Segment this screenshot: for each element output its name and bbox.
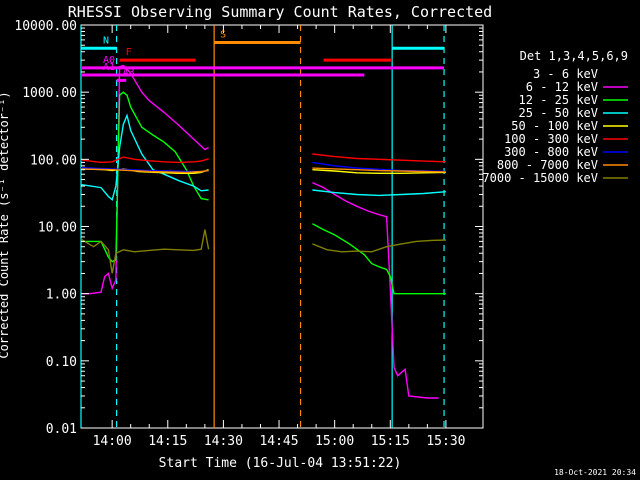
series-line-3-6-kev	[80, 142, 209, 225]
x-tick-label: 15:00	[315, 434, 354, 449]
legend-title: Det 1,3,4,5,6,9	[520, 49, 628, 63]
series-line-800-7000-kev	[312, 167, 446, 173]
legend-label-6-12-kev: 6 - 12 keV	[526, 80, 598, 94]
y-tick-label: 0.01	[46, 422, 77, 437]
flag-label-a3: A3	[123, 67, 135, 78]
legend-label-12-25-kev: 12 - 25 keV	[519, 93, 598, 107]
x-tick-label: 14:00	[93, 434, 132, 449]
legend-label-100-300-kev: 100 - 300 keV	[504, 132, 598, 146]
legend-label-3-6-kev: 3 - 6 keV	[533, 67, 598, 81]
y-tick-label: 10000.00	[14, 19, 77, 34]
x-tick-label: 15:15	[371, 434, 410, 449]
legend-label-800-7000-kev: 800 - 7000 keV	[497, 158, 598, 172]
legend-label-25-50-kev: 25 - 50 keV	[519, 106, 598, 120]
data-series	[80, 64, 446, 399]
x-axis-label: Start Time (16-Jul-04 13:51:22)	[159, 456, 402, 471]
series-line-6-12-kev	[81, 64, 209, 295]
generation-timestamp: 18-Oct-2021 20:34	[554, 468, 636, 477]
legend-label-50-100-kev: 50 - 100 keV	[511, 119, 598, 133]
y-tick-label: 0.10	[46, 355, 77, 370]
series-line-12-25-kev	[81, 91, 209, 263]
flag-vertical-lines	[80, 25, 445, 428]
series-line-100-300-kev	[80, 156, 209, 164]
series-line-25-50-kev	[312, 189, 446, 197]
series-line-100-300-kev	[312, 153, 446, 163]
plot-area: 14:00 14:15 14:30 14:45 15:00 15:15 15:30 10000…	[14, 19, 484, 449]
axis-ticks: 14:00 14:15 14:30 14:45 15:00 15:15 15:30 10000…	[14, 19, 483, 449]
x-tick-label: 14:30	[204, 434, 243, 449]
series-line-800-7000-kev	[80, 168, 209, 174]
plot-frame	[80, 24, 484, 429]
series-line-7000-15000-kev	[80, 229, 210, 274]
flag-label-a1: A1	[103, 62, 115, 73]
chart-title: RHESSI Observing Summary Count Rates, Co…	[68, 3, 492, 21]
flag-label-s: S	[220, 29, 226, 40]
y-tick-label: 1000.00	[22, 86, 77, 101]
y-tick-label: 100.00	[30, 153, 77, 168]
y-tick-label: 10.00	[38, 221, 77, 236]
series-line-6-12-kev	[312, 181, 439, 399]
x-tick-label: 14:15	[148, 434, 187, 449]
legend-label-300-800-kev: 300 - 800 keV	[504, 145, 598, 159]
x-tick-label: 15:30	[426, 434, 465, 449]
flag-label-f: F	[126, 47, 132, 58]
x-tick-label: 14:45	[259, 434, 298, 449]
flag-label-n: N	[103, 35, 109, 46]
y-axis-label: Corrected Count Rate (s⁻¹ detector⁻¹)	[0, 91, 11, 358]
legend-label-7000-15000-kev: 7000 - 15000 keV	[482, 171, 598, 185]
flag-bars	[81, 40, 445, 82]
series-line-12-25-kev	[312, 223, 446, 295]
flag-label-a0: A0	[103, 55, 115, 66]
y-tick-label: 1.00	[46, 288, 77, 303]
series-line-25-50-kev	[80, 113, 209, 202]
series-line-50-100-kev	[312, 169, 446, 175]
series-line-7000-15000-kev	[312, 239, 446, 253]
